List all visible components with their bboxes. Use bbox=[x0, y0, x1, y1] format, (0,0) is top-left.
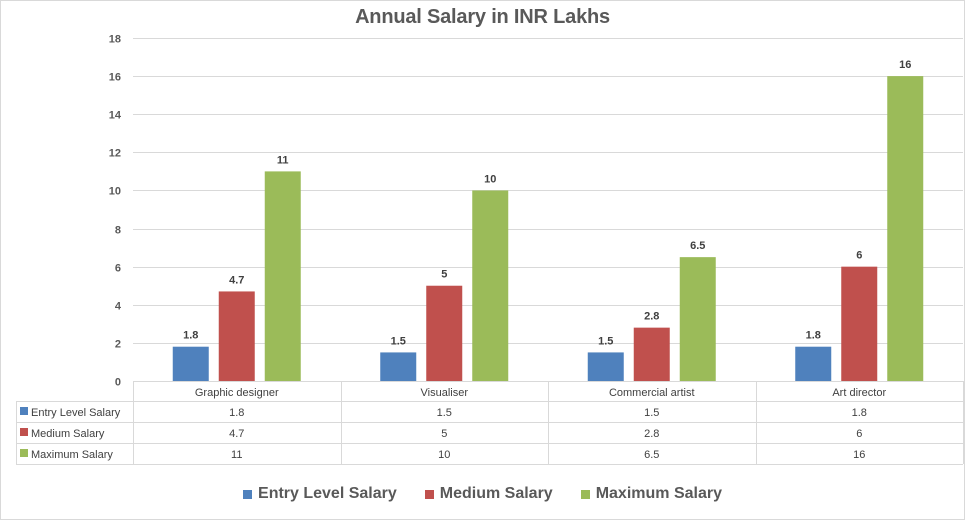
y-tick-label: 4 bbox=[115, 301, 122, 313]
legend-swatch bbox=[243, 489, 253, 499]
y-tick-label: 18 bbox=[109, 34, 121, 46]
bar bbox=[887, 76, 924, 381]
y-tick-label: 10 bbox=[109, 186, 121, 198]
y-tick-label: 8 bbox=[115, 225, 121, 237]
category-label: Visualiser bbox=[421, 387, 469, 399]
bar bbox=[795, 346, 832, 381]
y-tick-label: 14 bbox=[109, 110, 122, 122]
bar bbox=[426, 285, 463, 381]
table-cell: 1.8 bbox=[852, 407, 867, 419]
bar bbox=[218, 291, 255, 381]
data-label: 6 bbox=[856, 250, 862, 262]
data-label: 1.5 bbox=[391, 335, 406, 347]
legend: Entry Level Salary Medium Salary Maximum S… bbox=[0, 485, 965, 503]
table-cell: 2.8 bbox=[644, 428, 659, 440]
data-label: 1.8 bbox=[806, 330, 821, 342]
chart-title: Annual Salary in INR Lakhs bbox=[355, 6, 610, 28]
legend-label: Medium Salary bbox=[439, 485, 553, 502]
legend-label: Maximum Salary bbox=[595, 485, 722, 502]
bar bbox=[679, 257, 716, 381]
bar bbox=[841, 266, 878, 381]
category-label: Art director bbox=[832, 387, 886, 399]
category-label: Graphic designer bbox=[195, 387, 279, 399]
data-label: 2.8 bbox=[644, 311, 659, 323]
table-cell: 11 bbox=[231, 449, 242, 461]
table-cell: 6.5 bbox=[644, 449, 659, 461]
data-label: 4.7 bbox=[229, 274, 244, 286]
bar bbox=[172, 346, 209, 381]
bar bbox=[380, 352, 417, 381]
y-tick-label: 2 bbox=[115, 339, 121, 351]
legend-swatch bbox=[424, 489, 434, 499]
data-label: 10 bbox=[484, 173, 496, 185]
y-tick-label: 16 bbox=[109, 72, 121, 84]
y-tick-label: 12 bbox=[109, 148, 121, 160]
table-cell: 1.8 bbox=[229, 407, 244, 419]
table-cell: 10 bbox=[438, 449, 450, 461]
row-label: Entry Level Salary bbox=[31, 407, 121, 419]
legend-label: Entry Level Salary bbox=[258, 485, 397, 502]
legend-item: Medium Salary bbox=[424, 485, 553, 503]
legend-item: Entry Level Salary bbox=[243, 485, 397, 503]
legend-item: Maximum Salary bbox=[580, 485, 722, 503]
data-label: 1.5 bbox=[598, 335, 613, 347]
bar bbox=[587, 352, 624, 381]
y-tick-label: 0 bbox=[115, 377, 121, 389]
legend-key-swatch bbox=[20, 428, 28, 436]
bar bbox=[264, 171, 301, 381]
table-cell: 4.7 bbox=[229, 428, 244, 440]
legend-key-swatch bbox=[20, 449, 28, 457]
row-label: Medium Salary bbox=[31, 428, 105, 440]
data-label: 16 bbox=[899, 59, 911, 71]
data-label: 6.5 bbox=[690, 240, 705, 252]
bar bbox=[472, 190, 509, 381]
table-cell: 6 bbox=[856, 428, 862, 440]
data-label: 1.8 bbox=[183, 330, 198, 342]
bar bbox=[633, 327, 670, 381]
table-cell: 1.5 bbox=[644, 407, 659, 419]
table-cell: 1.5 bbox=[437, 407, 452, 419]
data-label: 11 bbox=[277, 154, 289, 166]
table-cell: 16 bbox=[853, 449, 865, 461]
category-label: Commercial artist bbox=[609, 387, 695, 399]
legend-key-swatch bbox=[20, 407, 28, 415]
row-label: Maximum Salary bbox=[31, 449, 113, 461]
y-tick-label: 6 bbox=[115, 263, 121, 275]
legend-swatch bbox=[580, 489, 590, 499]
table-cell: 5 bbox=[441, 428, 447, 440]
data-label: 5 bbox=[441, 269, 447, 281]
